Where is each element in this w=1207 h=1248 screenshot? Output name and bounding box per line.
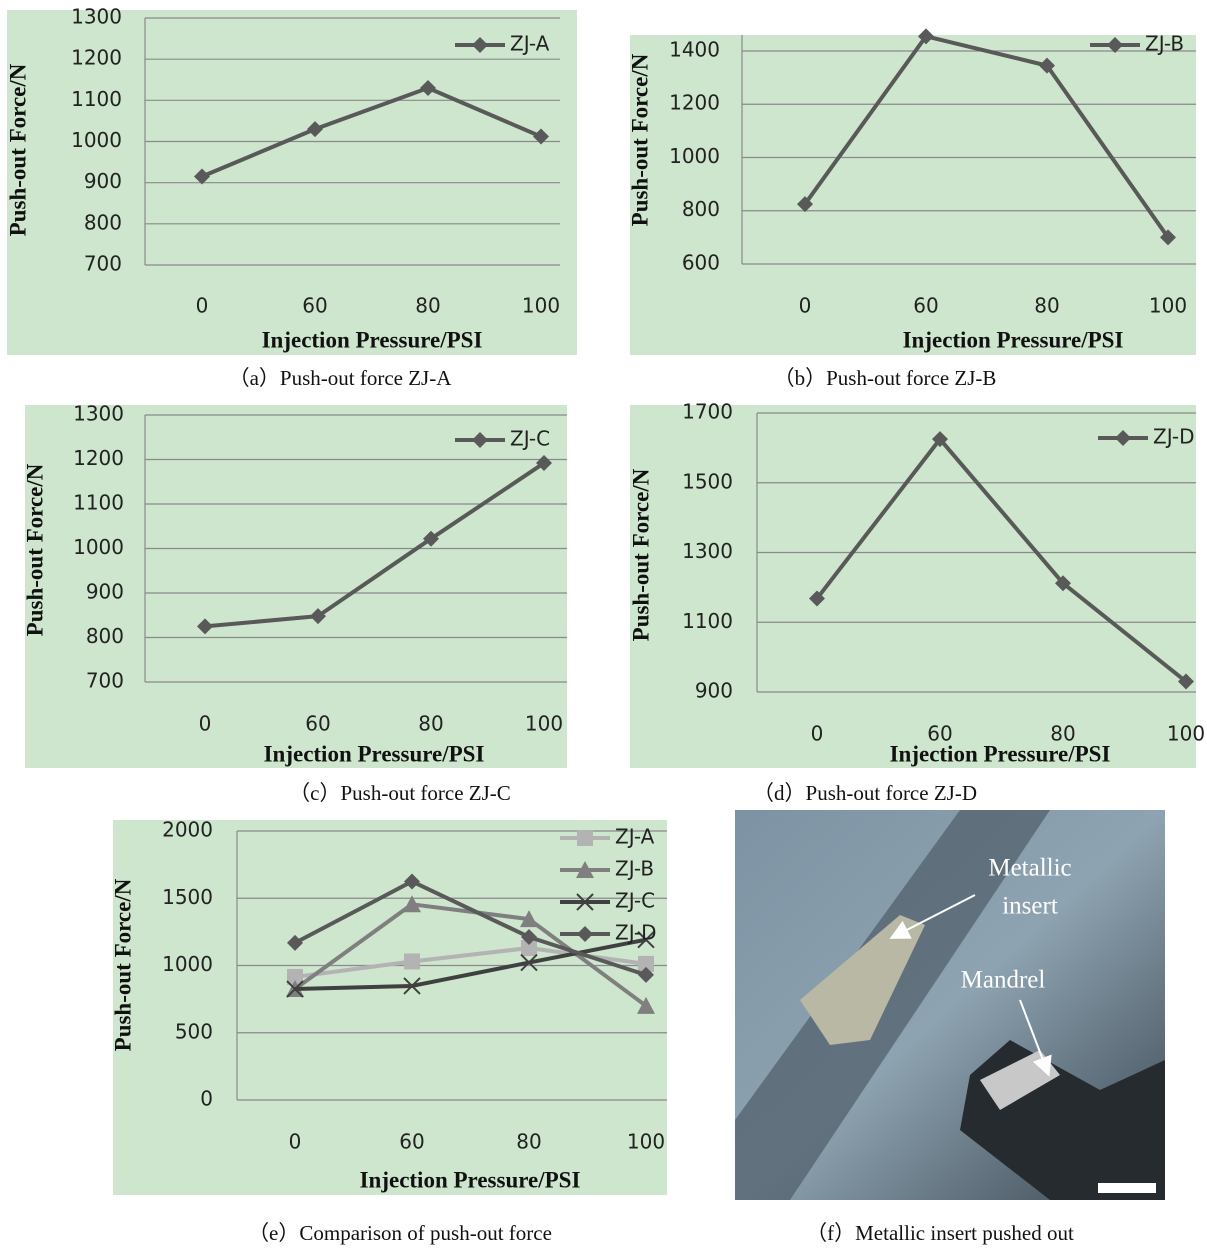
- chart: 600 800 1000 1200 1400 0 60 80 100 Injection Pres…: [627, 28, 1196, 389]
- figure: Metallic insert Mandrel （f）Metallic inse…: [0, 0, 1207, 1248]
- y-tick-label: 1000: [162, 952, 213, 976]
- y-axis-title: Push-out Force/N: [627, 53, 652, 226]
- y-tick-label: 1700: [682, 400, 733, 424]
- y-tick-label: 1100: [682, 609, 733, 633]
- x-axis-title: Injection Pressure/PSI: [890, 741, 1111, 766]
- x-tick-label: 0: [199, 712, 212, 736]
- y-axis-title: Push-out Force/N: [628, 468, 653, 641]
- y-tick-label: 900: [84, 169, 122, 193]
- x-tick-label: 100: [1167, 722, 1205, 746]
- caption: （a）Push-out force ZJ-A: [229, 366, 453, 390]
- photo-label: Metallic: [988, 855, 1071, 882]
- x-tick-label: 0: [811, 722, 824, 746]
- photo-label: insert: [1002, 893, 1058, 920]
- y-tick-label: 1000: [669, 144, 720, 168]
- y-tick-label: 1500: [162, 885, 213, 909]
- x-axis-title: Injection Pressure/PSI: [262, 327, 483, 352]
- y-tick-label: 600: [682, 251, 720, 275]
- x-tick-label: 100: [1149, 294, 1187, 318]
- x-tick-label: 80: [418, 712, 443, 736]
- scale-bar: [1098, 1183, 1156, 1193]
- x-axis-title: Injection Pressure/PSI: [903, 327, 1124, 352]
- y-tick-label: 1200: [71, 46, 122, 70]
- y-tick-label: 2000: [162, 818, 213, 842]
- caption: （e）Comparison of push-out force: [248, 1221, 552, 1245]
- y-tick-label: 500: [175, 1019, 213, 1043]
- y-tick-label: 1100: [73, 491, 124, 515]
- marker: [404, 953, 420, 969]
- x-axis-title: Injection Pressure/PSI: [360, 1167, 581, 1192]
- y-tick-label: 0: [200, 1087, 213, 1111]
- x-tick-label: 60: [913, 294, 938, 318]
- legend-label: ZJ-C: [615, 889, 655, 913]
- y-tick-label: 800: [86, 624, 124, 648]
- legend-label: ZJ-D: [1153, 425, 1195, 449]
- y-tick-label: 1000: [71, 128, 122, 152]
- chart: 0 500 1000 1500 2000 0 60 80 100 Injection Pressu…: [110, 818, 667, 1245]
- x-tick-label: 80: [1034, 294, 1059, 318]
- x-tick-label: 80: [415, 294, 440, 318]
- x-tick-label: 100: [627, 1130, 665, 1154]
- y-tick-label: 1300: [71, 5, 122, 29]
- legend-label: ZJ-B: [1145, 32, 1184, 56]
- chart: 700 800 900 1000 1100 1200 1300 0 60 80 100 Injecti…: [22, 402, 567, 805]
- y-tick-label: 1100: [71, 87, 122, 111]
- caption: （d）Push-out force ZJ-D: [753, 781, 977, 805]
- legend-label: ZJ-A: [510, 32, 550, 56]
- x-tick-label: 60: [302, 294, 327, 318]
- chart: 700 800 900 1000 1100 1200 1300 0 60 80 100 Injecti…: [5, 5, 577, 390]
- photo-panel: Metallic insert Mandrel （f）Metallic inse…: [735, 810, 1165, 1245]
- x-tick-label: 0: [196, 294, 209, 318]
- y-axis-title: Push-out Force/N: [110, 878, 135, 1051]
- y-tick-label: 800: [84, 210, 122, 234]
- y-tick-label: 1500: [682, 469, 733, 493]
- y-tick-label: 900: [86, 580, 124, 604]
- y-axis-title: Push-out Force/N: [5, 63, 30, 236]
- y-tick-label: 1000: [73, 535, 124, 559]
- x-tick-label: 100: [522, 294, 560, 318]
- legend-label: ZJ-D: [615, 921, 657, 945]
- caption: （c）Push-out force ZJ-C: [289, 781, 511, 805]
- x-axis-title: Injection Pressure/PSI: [264, 741, 485, 766]
- y-tick-label: 800: [682, 197, 720, 221]
- photo-label: Mandrel: [961, 967, 1046, 994]
- y-tick-label: 1400: [669, 37, 720, 61]
- legend-label: ZJ-B: [615, 857, 654, 881]
- x-tick-label: 60: [399, 1130, 424, 1154]
- caption: （f）Metallic insert pushed out: [806, 1221, 1074, 1245]
- y-tick-label: 1300: [73, 402, 124, 426]
- y-tick-label: 1200: [73, 446, 124, 470]
- caption: （b）Push-out force ZJ-B: [774, 366, 997, 390]
- legend-label: ZJ-C: [510, 427, 550, 451]
- y-tick-label: 1200: [669, 91, 720, 115]
- x-tick-label: 100: [525, 712, 563, 736]
- x-tick-label: 0: [289, 1130, 302, 1154]
- y-tick-label: 900: [695, 679, 733, 703]
- y-tick-label: 1300: [682, 539, 733, 563]
- x-tick-label: 80: [516, 1130, 541, 1154]
- x-tick-label: 60: [305, 712, 330, 736]
- x-tick-label: 0: [799, 294, 812, 318]
- plot-background: [630, 405, 1196, 768]
- y-tick-label: 700: [86, 669, 124, 693]
- legend-label: ZJ-A: [615, 825, 655, 849]
- legend-marker: [577, 830, 593, 846]
- y-axis-title: Push-out Force/N: [22, 463, 47, 636]
- y-tick-label: 700: [84, 252, 122, 276]
